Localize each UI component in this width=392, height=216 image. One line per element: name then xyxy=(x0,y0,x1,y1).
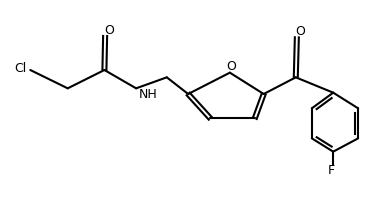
Text: F: F xyxy=(328,164,335,176)
Text: O: O xyxy=(104,24,114,37)
Text: O: O xyxy=(226,60,236,73)
Text: Cl: Cl xyxy=(15,62,27,75)
Text: O: O xyxy=(296,25,305,38)
Text: NH: NH xyxy=(139,89,158,102)
